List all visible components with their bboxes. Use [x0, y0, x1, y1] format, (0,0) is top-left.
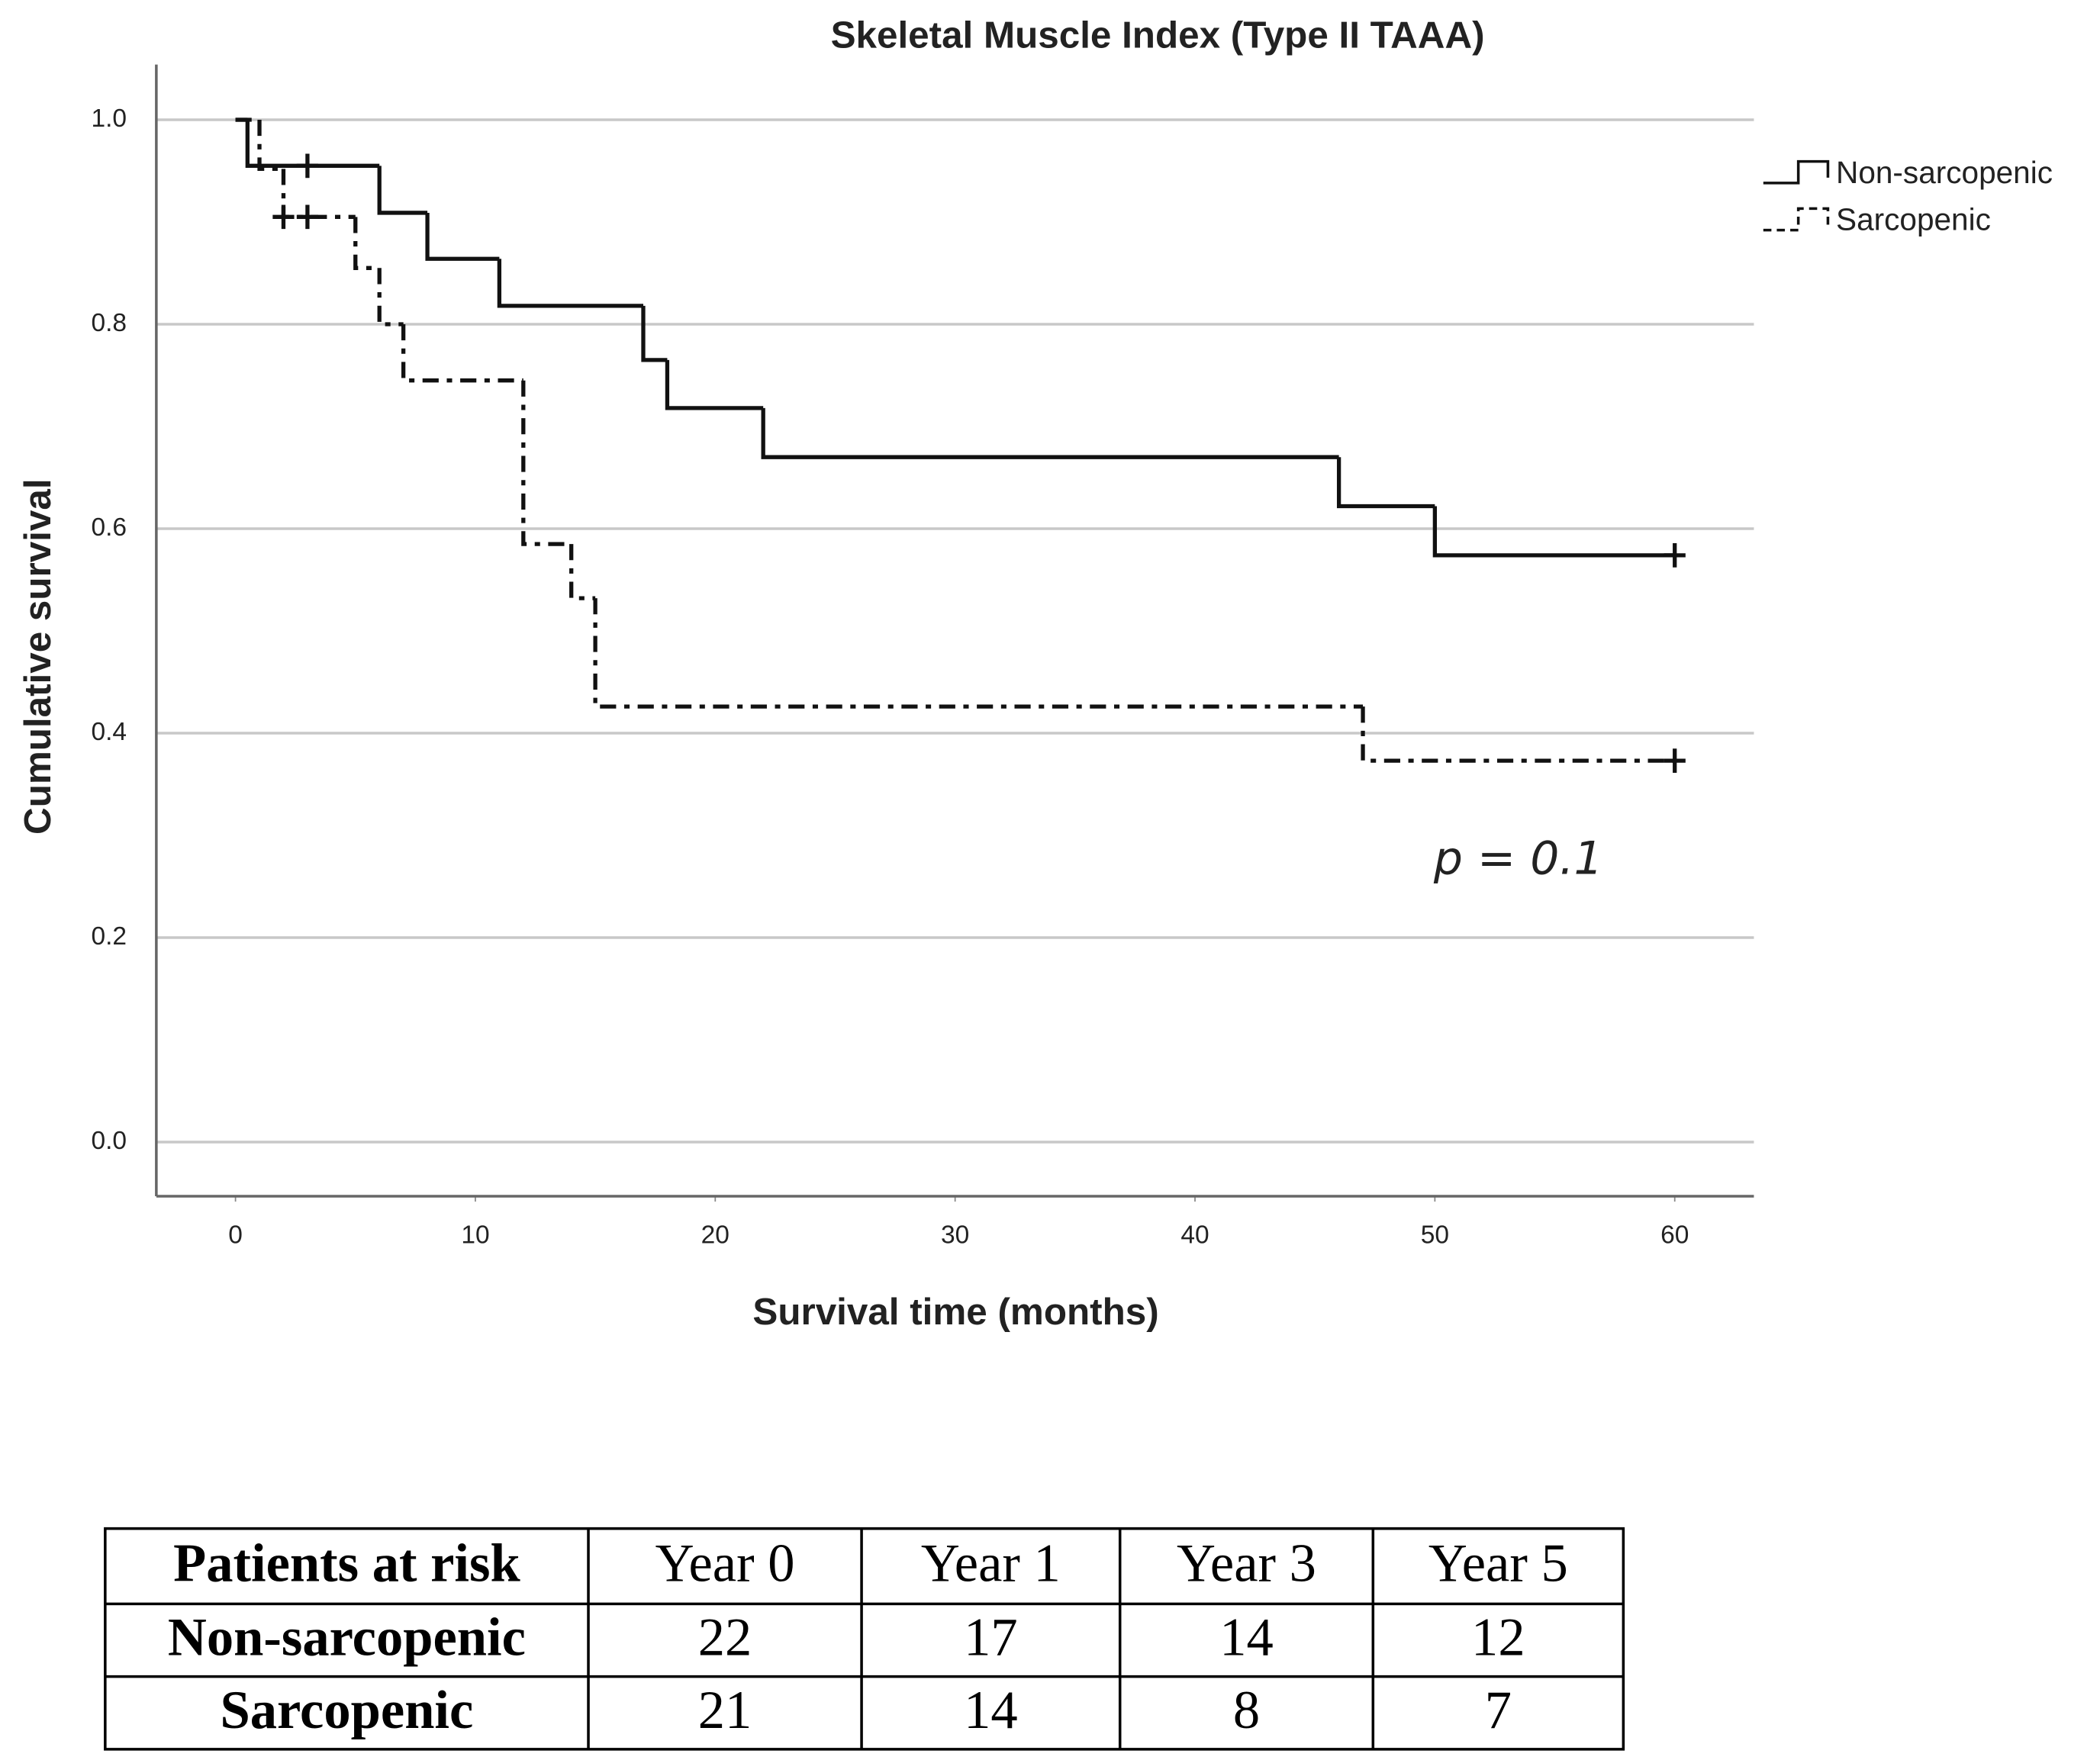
censor-mark — [1664, 748, 1686, 774]
survival-step — [377, 268, 404, 327]
y-tick-label: 1.0 — [91, 105, 127, 133]
table-border — [104, 1527, 1625, 1751]
y-tick-label: 0.0 — [91, 1127, 127, 1155]
y-tick-label: 0.2 — [91, 922, 127, 951]
y-tick-label: 0.4 — [91, 718, 127, 746]
survival-step — [281, 169, 356, 219]
survival-step — [569, 544, 596, 600]
censor-mark — [296, 204, 319, 230]
x-tick-label: 20 — [701, 1221, 730, 1250]
legend-symbol — [1763, 207, 1830, 232]
survival-step — [245, 120, 380, 168]
survival-step — [353, 217, 380, 270]
risk-table: Patients at risk Year 0 Year 1 Year 3 Year 5… — [104, 1527, 1625, 1751]
x-tick-label: 40 — [1180, 1221, 1209, 1250]
x-tick-label: 30 — [941, 1221, 969, 1250]
survival-step — [761, 407, 1339, 459]
x-axis-label: Survival time (months) — [752, 1291, 1158, 1333]
legend-symbol — [1763, 159, 1830, 185]
table-cell: Year 0 — [655, 1534, 795, 1594]
table-cell: 17 — [964, 1608, 1018, 1668]
table-cell: Year 3 — [1177, 1534, 1316, 1594]
y-tick-label: 0.6 — [91, 513, 127, 542]
table-cell: Non-sarcopenic — [168, 1608, 526, 1668]
table-cell: 7 — [1485, 1681, 1512, 1740]
table-cell: 14 — [964, 1681, 1018, 1740]
censor-mark — [272, 204, 295, 230]
survival-step — [521, 380, 572, 546]
survival-step — [665, 359, 764, 410]
censor-mark — [296, 153, 319, 179]
table-cell: 12 — [1471, 1608, 1525, 1668]
plot-area: 0.0 0.2 0.4 0.6 0.8 1.0 0 10 20 30 40 50 60 Non-sarco… — [91, 64, 2053, 1250]
table-cell: 22 — [698, 1608, 752, 1668]
legend-label: Non-sarcopenic — [1836, 155, 2053, 190]
x-tick-label: 50 — [1421, 1221, 1449, 1250]
censor-mark — [1664, 542, 1686, 568]
survival-step — [257, 120, 284, 171]
survival-step — [641, 305, 668, 362]
y-axis-label: Cumulative survival — [17, 478, 59, 835]
table-cell: Sarcopenic — [221, 1681, 474, 1740]
survival-step — [377, 166, 428, 215]
survival-step — [1336, 457, 1435, 509]
survival-step — [1432, 506, 1675, 558]
x-tick-label: 0 — [228, 1221, 243, 1250]
x-tick-label: 10 — [461, 1221, 489, 1250]
survival-step — [593, 598, 1364, 709]
table-cell: Patients at risk — [173, 1534, 520, 1594]
legend-label: Sarcopenic — [1836, 202, 1991, 237]
survival-step — [497, 259, 643, 308]
table-cell: 14 — [1219, 1608, 1274, 1668]
survival-step — [425, 212, 500, 261]
x-tick-label: 60 — [1660, 1221, 1689, 1250]
table-cell: 8 — [1233, 1681, 1260, 1740]
y-tick-label: 0.8 — [91, 309, 127, 337]
survival-step — [401, 324, 523, 383]
table-cell: Year 5 — [1428, 1534, 1568, 1594]
table-cell: Year 1 — [921, 1534, 1061, 1594]
p-value: p = 0.1 — [1433, 832, 1603, 885]
chart-title: Skeletal Muscle Index (Type II TAAA) — [831, 14, 1485, 56]
table-cell: 21 — [698, 1681, 752, 1740]
